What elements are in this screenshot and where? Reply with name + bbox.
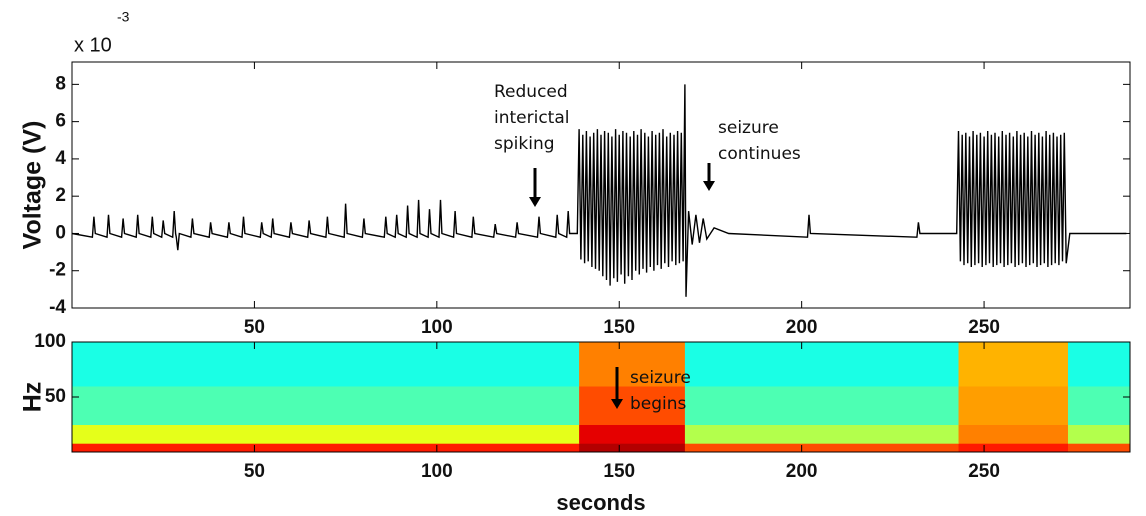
spectrogram-cell	[1067, 342, 1131, 387]
spectrogram-cell	[958, 424, 1069, 444]
spectrogram-cell	[684, 386, 960, 425]
x-tick-label: 200	[786, 317, 818, 338]
y-axis-label: Hz	[19, 382, 47, 413]
arrow-head	[529, 197, 541, 207]
y-tick-label: 2	[55, 185, 66, 206]
spectrogram-cell	[579, 424, 686, 444]
spectrogram-cell	[958, 342, 1069, 387]
annotation: continues	[718, 144, 801, 164]
y-axis-label: Voltage (V)	[19, 121, 47, 250]
spectrogram-cell	[72, 424, 580, 444]
y-tick-label: 0	[55, 222, 66, 243]
x-tick-label: 200	[786, 461, 818, 482]
spectrogram-cell	[579, 386, 686, 425]
y-tick-label: 6	[55, 111, 66, 132]
x-tick-label: 50	[244, 317, 265, 338]
spectrogram-cell	[72, 443, 580, 453]
annotation: spiking	[494, 134, 555, 154]
x-axis-label: seconds	[556, 490, 645, 515]
y-tick-label: -4	[49, 297, 66, 318]
y-tick-label: 50	[45, 386, 66, 407]
x-tick-label: 50	[244, 461, 265, 482]
y-tick-label: -2	[49, 260, 66, 281]
x-tick-label: 250	[968, 461, 1000, 482]
y-multiplier: x 10	[74, 34, 112, 56]
spectrogram-cell	[1067, 443, 1131, 453]
spectrogram-cell	[1067, 386, 1131, 425]
x-tick-label: 150	[603, 461, 635, 482]
x-tick-label: 100	[421, 317, 453, 338]
y-tick-label: 4	[55, 148, 66, 169]
x-tick-label: 250	[968, 317, 1000, 338]
plot-frame	[71, 61, 1131, 309]
y-tick-label: 100	[34, 331, 66, 352]
arrow-head	[611, 399, 623, 409]
spectrogram-cell	[684, 424, 960, 444]
annotation: interictal	[494, 108, 570, 128]
arrow-head	[703, 181, 715, 191]
y-tick-label: 8	[55, 73, 66, 94]
spectrogram-cell	[72, 386, 580, 425]
spectrogram-cell	[1067, 424, 1131, 444]
y-exponent: -3	[117, 9, 130, 25]
spectrogram-cell	[72, 342, 580, 387]
annotation: Reduced	[494, 82, 568, 102]
voltage-trace	[71, 84, 1127, 297]
spectrogram-cell	[579, 443, 686, 453]
spectrogram-cell	[684, 342, 960, 387]
annotation: begins	[630, 394, 687, 414]
spectrogram-cell	[958, 443, 1069, 453]
x-tick-label: 150	[603, 317, 635, 338]
spectrogram-cell	[684, 443, 960, 453]
spectrogram-cell	[958, 386, 1069, 425]
annotation: seizure	[718, 118, 779, 138]
annotation: seizure	[630, 368, 691, 388]
spectrogram-cell	[579, 342, 686, 387]
x-tick-label: 100	[421, 461, 453, 482]
